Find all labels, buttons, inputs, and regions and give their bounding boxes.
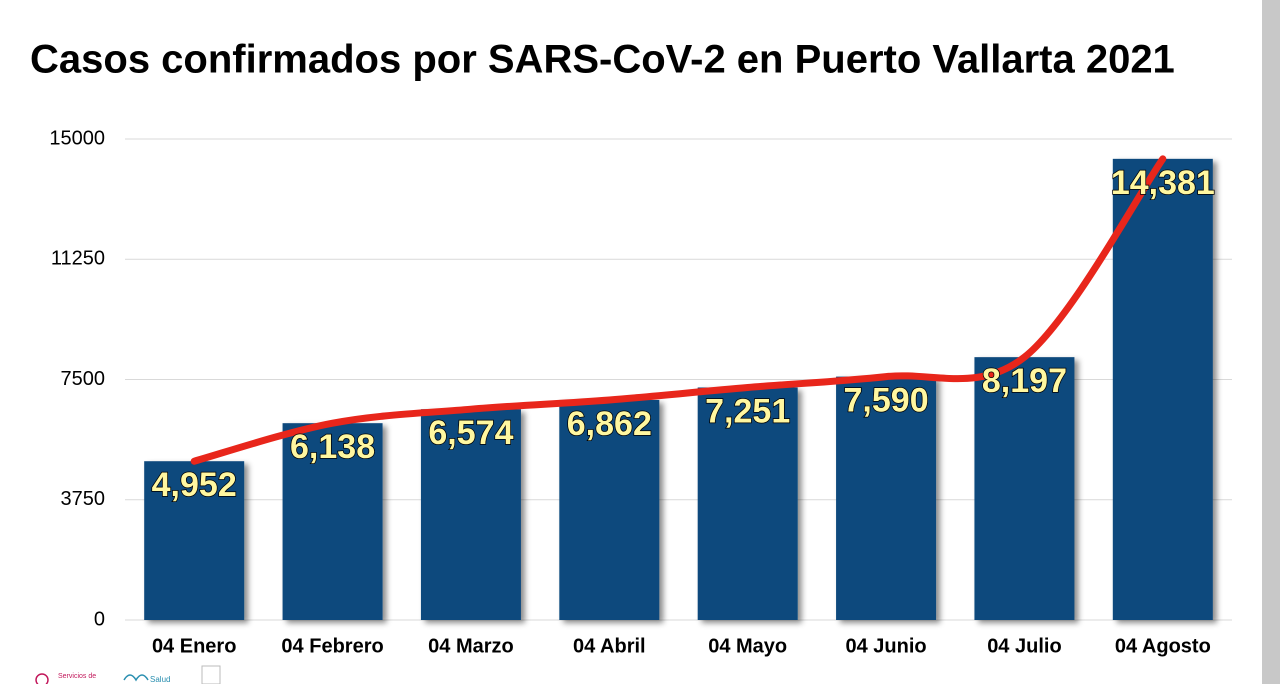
- x-tick-label: 04 Enero: [152, 635, 236, 657]
- x-tick-label: 04 Junio: [845, 635, 926, 657]
- logo-text: Servicios de: [58, 673, 96, 680]
- y-tick-label: 3750: [61, 488, 106, 510]
- value-label: 7,590: [844, 382, 929, 420]
- logo-text: Salud: [150, 675, 170, 684]
- bar: [697, 387, 798, 620]
- bar: [282, 423, 383, 620]
- side-strip: [1262, 0, 1280, 684]
- value-label: 8,197: [982, 362, 1067, 400]
- trend-line: [190, 155, 1167, 465]
- logo-icon: [35, 673, 49, 684]
- value-label: 7,251: [705, 392, 790, 430]
- y-tick-label: 0: [94, 608, 105, 630]
- bar: [559, 399, 660, 620]
- x-tick-label: 04 Julio: [987, 635, 1061, 657]
- value-label: 4,952: [152, 466, 237, 504]
- y-tick-label: 15000: [49, 127, 105, 149]
- value-label: 6,574: [428, 414, 513, 452]
- x-tick-label: 04 Agosto: [1115, 635, 1211, 657]
- value-label: 6,862: [567, 405, 652, 443]
- y-tick-label: 7500: [61, 368, 106, 390]
- value-label: 14,381: [1111, 164, 1215, 202]
- x-tick-label: 04 Febrero: [281, 635, 383, 657]
- x-tick-label: 04 Mayo: [708, 635, 787, 657]
- value-label: 6,138: [290, 428, 375, 466]
- y-tick-label: 11250: [51, 248, 105, 270]
- bar: [836, 376, 937, 620]
- bar: [1112, 158, 1213, 620]
- x-tick-label: 04 Abril: [573, 635, 646, 657]
- logo-icon: [123, 674, 149, 682]
- plot: 0 3750 7500 11250 15000 04 Enero 04 Febrero 04 …: [49, 127, 1232, 657]
- chart-title: Casos confirmados por SARS-CoV-2 en Puer…: [30, 38, 1175, 82]
- bar: [974, 357, 1075, 620]
- logo-icon: [201, 665, 221, 684]
- bar: [144, 461, 245, 620]
- x-tick-label: 04 Marzo: [428, 635, 514, 657]
- bar: [420, 409, 521, 620]
